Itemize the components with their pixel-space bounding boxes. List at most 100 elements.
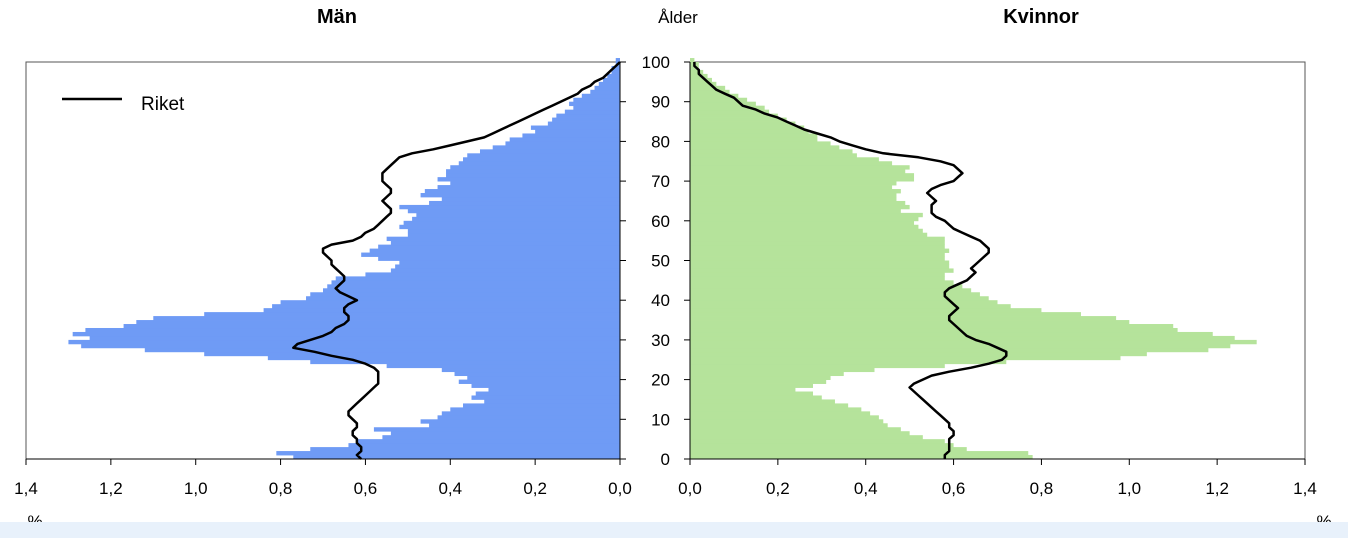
women-chart-title: Kvinnor xyxy=(1003,6,1079,28)
men-bar-age-91 xyxy=(581,93,620,99)
women-bar-age-0 xyxy=(690,455,1033,460)
men-bar-age-80 xyxy=(509,137,620,142)
men-bar-age-7 xyxy=(373,427,620,432)
men-bar-age-9 xyxy=(420,419,620,424)
men-bar-age-33 xyxy=(123,324,620,329)
women-bar-age-90 xyxy=(690,97,748,103)
women-bar-age-72 xyxy=(690,169,906,174)
women-x-tick-label: 1,0 xyxy=(1117,479,1141,498)
women-bar-age-14 xyxy=(690,399,835,404)
men-bar-age-35 xyxy=(153,316,621,321)
women-x-ticks: 0,0 0,2 0,4 0,6 0,8 1,0 1,2 1,4 xyxy=(678,459,1317,498)
men-x-tick-label: 1,2 xyxy=(99,479,123,498)
women-bar-age-77 xyxy=(690,149,853,154)
men-bar-age-38 xyxy=(272,304,620,309)
men-bar-age-20 xyxy=(467,375,620,380)
women-bar-age-39 xyxy=(690,300,998,305)
women-bar-age-25 xyxy=(690,355,1121,361)
age-axis-title: Ålder xyxy=(658,8,698,27)
men-bar-age-76 xyxy=(467,153,620,158)
women-bar-age-34 xyxy=(690,320,1130,325)
men-bar-age-83 xyxy=(530,125,620,130)
men-bars xyxy=(68,58,621,460)
women-bar-age-73 xyxy=(690,165,910,170)
women-bar-age-15 xyxy=(690,395,822,400)
men-bar-age-93 xyxy=(594,85,620,91)
men-bar-age-49 xyxy=(399,260,620,265)
men-bar-age-4 xyxy=(356,439,620,444)
men-bar-age-94 xyxy=(598,81,620,87)
men-bar-age-51 xyxy=(361,252,620,257)
men-bar-age-10 xyxy=(437,415,620,420)
men-bar-age-64 xyxy=(429,200,620,206)
women-bar-age-56 xyxy=(690,232,928,238)
men-bar-age-21 xyxy=(454,371,620,377)
men-bar-age-98 xyxy=(611,65,620,71)
men-bar-age-67 xyxy=(424,189,620,194)
women-bar-age-58 xyxy=(690,224,919,230)
men-bar-age-12 xyxy=(450,407,620,412)
men-bar-age-79 xyxy=(505,141,620,146)
men-bar-age-19 xyxy=(458,379,620,384)
men-bar-age-48 xyxy=(395,264,620,269)
women-bar-age-55 xyxy=(690,236,945,242)
women-bar-age-29 xyxy=(690,339,1257,345)
men-bar-age-63 xyxy=(399,204,620,210)
women-bar-age-83 xyxy=(690,125,805,130)
women-bar-age-54 xyxy=(690,240,945,246)
women-bar-age-28 xyxy=(690,343,1231,349)
women-bar-age-38 xyxy=(690,304,1011,309)
men-bar-age-55 xyxy=(386,236,620,242)
women-x-tick-label: 1,2 xyxy=(1205,479,1229,498)
women-bar-age-42 xyxy=(690,288,972,293)
women-bar-age-87 xyxy=(690,109,770,115)
men-bar-age-30 xyxy=(89,335,620,341)
women-bar-age-51 xyxy=(690,252,945,257)
women-x-tick-label: 1,4 xyxy=(1293,479,1317,498)
men-bar-age-25 xyxy=(267,355,620,361)
women-bar-age-95 xyxy=(690,77,712,83)
men-bar-age-27 xyxy=(144,347,621,353)
women-bar-age-53 xyxy=(690,244,945,249)
men-bar-age-71 xyxy=(446,173,620,178)
men-bar-age-92 xyxy=(590,89,620,95)
age-tick-label: 20 xyxy=(651,371,670,390)
men-bar-age-89 xyxy=(569,101,620,107)
women-bar-age-98 xyxy=(690,65,699,71)
women-bar-age-44 xyxy=(690,280,954,285)
men-bar-age-88 xyxy=(573,105,620,111)
women-x-tick-label: 0,8 xyxy=(1030,479,1054,498)
women-bar-age-16 xyxy=(690,391,813,396)
women-bar-age-64 xyxy=(690,200,906,206)
women-bar-age-50 xyxy=(690,256,945,261)
men-bar-age-42 xyxy=(323,288,620,293)
women-bar-age-8 xyxy=(690,423,888,428)
women-bar-age-10 xyxy=(690,415,879,420)
men-x-tick-label: 0,8 xyxy=(269,479,293,498)
men-bar-age-11 xyxy=(441,411,620,416)
men-bar-age-75 xyxy=(463,157,620,162)
women-bar-age-37 xyxy=(690,308,1042,313)
men-bar-age-22 xyxy=(441,367,620,373)
men-bar-age-36 xyxy=(204,312,620,317)
women-bar-age-74 xyxy=(690,161,893,166)
women-bar-age-20 xyxy=(690,375,831,380)
men-bar-age-47 xyxy=(390,268,620,273)
men-x-tick-label: 1,4 xyxy=(14,479,38,498)
men-bar-age-43 xyxy=(327,284,620,289)
women-bar-age-7 xyxy=(690,427,901,432)
women-bar-age-65 xyxy=(690,196,897,202)
women-bar-age-26 xyxy=(690,351,1147,357)
men-x-tick-label: 0,4 xyxy=(438,479,462,498)
men-bar-age-70 xyxy=(437,177,620,182)
women-bar-age-43 xyxy=(690,284,963,289)
women-bar-age-4 xyxy=(690,439,945,444)
men-chart-title: Män xyxy=(317,6,357,28)
men-bar-age-1 xyxy=(276,451,620,456)
women-bar-age-18 xyxy=(690,383,813,388)
men-bar-age-37 xyxy=(263,308,620,313)
women-bar-age-60 xyxy=(690,216,919,222)
men-bar-age-81 xyxy=(522,133,620,138)
women-bar-age-70 xyxy=(690,177,915,182)
age-tick-label: 30 xyxy=(651,331,670,350)
